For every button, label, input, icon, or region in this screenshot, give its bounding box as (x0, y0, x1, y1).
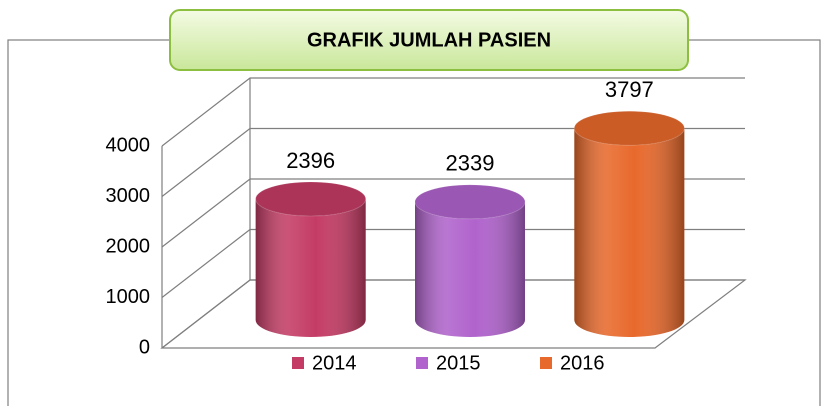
y-tick-label: 2000 (106, 235, 151, 257)
data-label: 2339 (446, 151, 495, 176)
y-tick-label: 0 (139, 336, 150, 358)
data-label: 3797 (605, 77, 654, 102)
legend-label: 2014 (312, 352, 357, 374)
legend-swatch (416, 357, 428, 369)
legend-swatch (540, 357, 552, 369)
cylinder-shade (415, 201, 525, 337)
cylinder-shade (574, 128, 685, 337)
legend-label: 2015 (436, 352, 481, 374)
chart-frame (7, 39, 821, 406)
cylinder-top (414, 184, 526, 220)
y-tick-label: 4000 (106, 134, 151, 156)
grid-line (161, 77, 745, 147)
cylinder-top (573, 110, 685, 146)
y-tick-label: 1000 (106, 286, 151, 308)
cylinder-top (255, 181, 367, 217)
cylinder-top-shade (574, 111, 685, 146)
data-label: 2396 (286, 148, 335, 173)
plot-area: 0 1000 2000 3000 4000 2396 2014 2339 2015 3797 201… (106, 77, 747, 374)
cylinder-shade (255, 199, 366, 337)
y-tick-label: 3000 (106, 185, 151, 207)
legend-label: 2016 (560, 352, 605, 374)
legend-swatch (292, 357, 304, 369)
cylinder-top-shade (255, 182, 366, 217)
chart-title: GRAFIK JUMLAH PASIEN (307, 29, 551, 51)
title-box (169, 9, 689, 71)
cylinder-top-shade (415, 184, 525, 219)
